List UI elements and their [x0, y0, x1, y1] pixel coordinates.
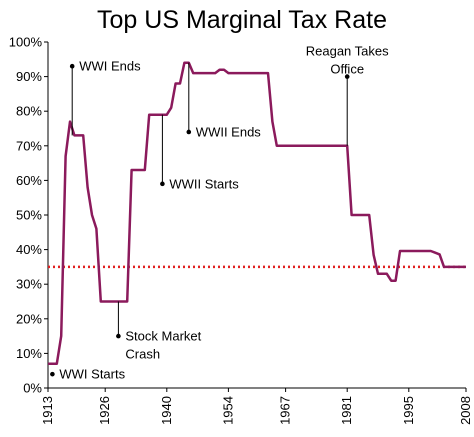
annotation-dot: [344, 74, 350, 79]
axes: 0% 10% 20% 30% 40% 50% 60% 70% 80% 90% 100% 1913 192…: [9, 35, 473, 425]
annotation-label: Crash: [125, 347, 160, 362]
y-tick-label: 40%: [16, 242, 42, 257]
annotation-label: Reagan Takes: [306, 44, 389, 59]
series-group: [48, 61, 466, 366]
chart-title: Top US Marginal Tax Rate: [97, 6, 387, 34]
series-line-top-rate: [48, 61, 466, 366]
x-tick-label: 1967: [278, 396, 293, 425]
annotation-label: WWII Starts: [169, 176, 239, 191]
x-tick-label: 1981: [339, 396, 354, 425]
x-tick-label: 1995: [401, 396, 416, 425]
y-tick-label: 70%: [16, 138, 42, 153]
annotation-dot: [50, 371, 55, 377]
y-tick-label: 100%: [9, 35, 43, 50]
x-tick-label: 1913: [40, 396, 55, 425]
x-tick-label: 1940: [159, 396, 174, 425]
x-tick-label: 2008: [458, 396, 473, 425]
annotation-dot: [116, 333, 121, 339]
annotation-dot: [69, 63, 75, 69]
x-tick-label: 1926: [97, 396, 112, 425]
annotation-label: Office: [330, 62, 364, 77]
annotations-group: WWI Starts WWI Ends Stock Market Crash WWII …: [50, 44, 389, 382]
annotation-dot: [160, 181, 165, 187]
y-tick-label: 0%: [23, 381, 42, 396]
y-tick-label: 50%: [16, 208, 42, 223]
y-tick-label: 20%: [16, 311, 42, 326]
y-tick-label: 30%: [16, 277, 42, 292]
y-tick-label: 60%: [16, 173, 42, 188]
annotation-label: Stock Market: [125, 329, 201, 344]
x-tick-label: 1954: [220, 396, 235, 425]
annotation-label: WWI Ends: [79, 59, 141, 74]
y-tick-label: 10%: [16, 346, 42, 361]
y-tick-label: 80%: [16, 104, 42, 119]
annotation-label: WWII Ends: [196, 124, 262, 139]
annotation-dot: [186, 129, 192, 135]
y-tick-label: 90%: [16, 69, 42, 84]
annotation-label: WWI Starts: [59, 367, 125, 382]
